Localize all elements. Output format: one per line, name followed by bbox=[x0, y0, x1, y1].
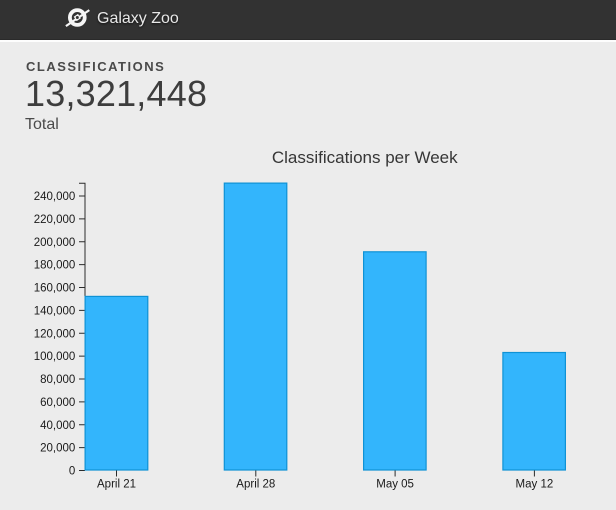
svg-text:20,000: 20,000 bbox=[40, 443, 75, 455]
svg-text:200,000: 200,000 bbox=[34, 237, 76, 249]
svg-text:Classifications per Week: Classifications per Week bbox=[272, 148, 458, 167]
svg-text:60,000: 60,000 bbox=[40, 397, 75, 409]
svg-text:220,000: 220,000 bbox=[34, 214, 76, 226]
svg-text:180,000: 180,000 bbox=[34, 260, 76, 272]
svg-text:120,000: 120,000 bbox=[34, 328, 76, 340]
svg-text:240,000: 240,000 bbox=[34, 191, 76, 203]
svg-text:40,000: 40,000 bbox=[40, 420, 75, 432]
svg-text:80,000: 80,000 bbox=[40, 374, 75, 386]
svg-text:140,000: 140,000 bbox=[34, 306, 76, 318]
svg-text:April 21: April 21 bbox=[97, 479, 136, 491]
svg-text:April 28: April 28 bbox=[236, 479, 275, 491]
svg-text:0: 0 bbox=[69, 466, 75, 478]
svg-text:May 12: May 12 bbox=[516, 479, 554, 491]
svg-text:160,000: 160,000 bbox=[34, 283, 76, 295]
svg-text:May 05: May 05 bbox=[376, 479, 414, 491]
svg-text:100,000: 100,000 bbox=[34, 351, 76, 363]
